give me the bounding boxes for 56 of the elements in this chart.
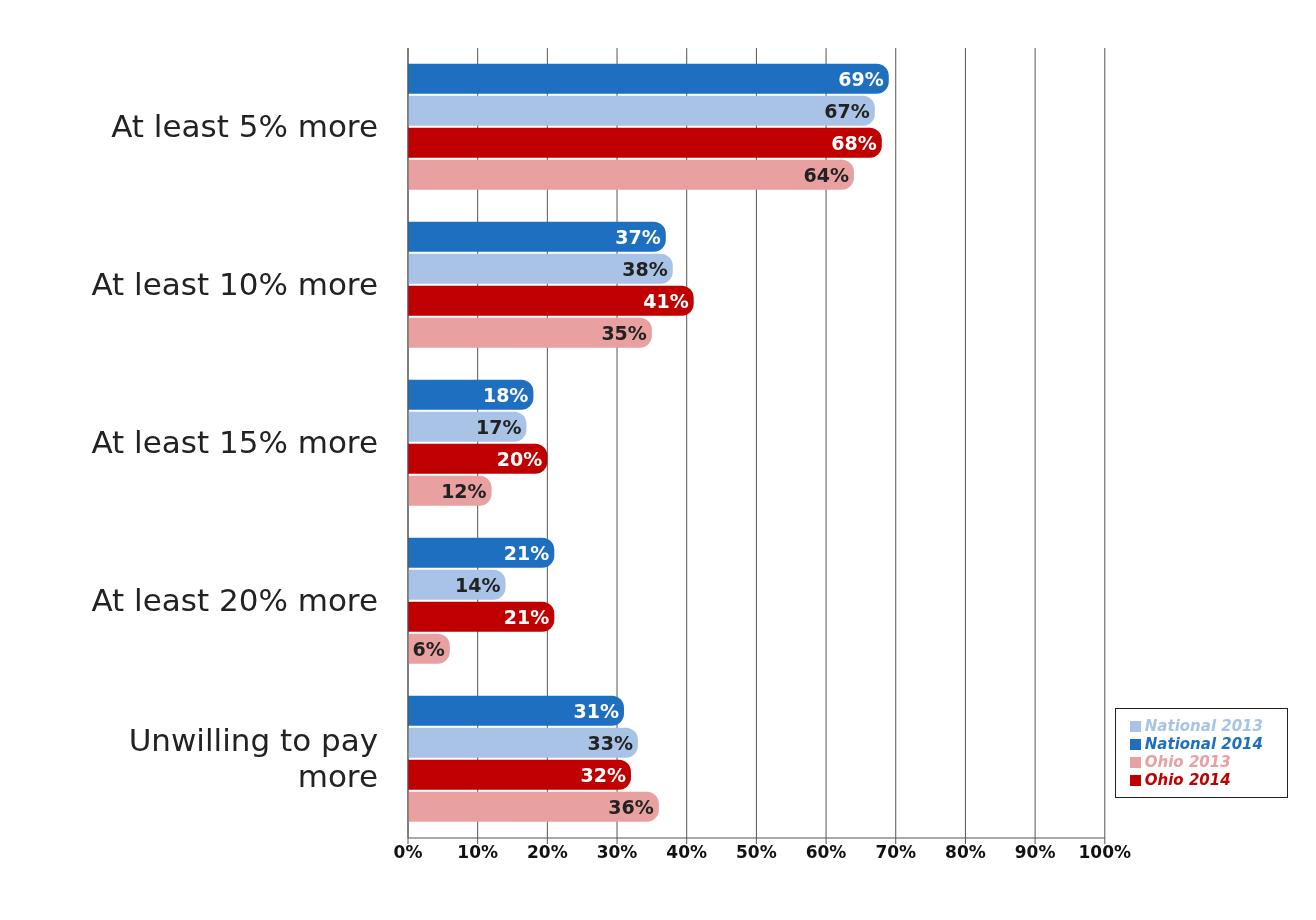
- bar: [408, 695, 624, 726]
- x-tick-label: 60%: [805, 842, 847, 863]
- bar: [408, 253, 673, 284]
- data-label: 68%: [831, 131, 877, 154]
- y-tick-label: At least 20% more: [91, 582, 378, 618]
- bar: [408, 411, 527, 442]
- x-tick-label: 40%: [666, 842, 708, 863]
- data-label: 18%: [482, 383, 529, 406]
- bar: [408, 791, 659, 822]
- bar: [408, 317, 652, 348]
- data-label: 20%: [496, 447, 543, 470]
- y-tick-label: At least 10% more: [91, 266, 378, 302]
- y-tick-label: At least 5% more: [111, 108, 378, 144]
- data-label: 21%: [503, 605, 550, 628]
- x-tick-label: 30%: [596, 842, 638, 863]
- data-label: 12%: [441, 479, 487, 502]
- bar: [408, 727, 638, 758]
- x-tick-label: 10%: [457, 842, 499, 863]
- data-label: 14%: [455, 573, 501, 596]
- data-label: 17%: [475, 415, 522, 438]
- bar: [408, 285, 694, 316]
- x-tick-label: 50%: [736, 842, 777, 863]
- y-tick-label: At least 15% more: [91, 424, 378, 460]
- data-label: 67%: [824, 99, 870, 122]
- data-label: 32%: [580, 763, 626, 786]
- data-label: 35%: [601, 321, 647, 344]
- x-tick-label: 80%: [945, 842, 986, 863]
- legend-label: National 2013: [1144, 717, 1263, 735]
- bar: [408, 759, 631, 790]
- bar: [408, 443, 548, 474]
- x-tick-label: 90%: [1014, 842, 1056, 863]
- legend-label: Ohio 2013: [1144, 753, 1231, 771]
- bar: [408, 537, 555, 568]
- data-label: 21%: [503, 541, 550, 564]
- legend-label: National 2014: [1144, 735, 1263, 753]
- data-label: 37%: [615, 225, 661, 248]
- x-tick-label: 20%: [527, 842, 568, 863]
- legend-label: Ohio 2014: [1144, 771, 1231, 789]
- x-tick-label: 100%: [1078, 842, 1132, 863]
- bar: [408, 601, 555, 632]
- data-label: 69%: [838, 67, 884, 90]
- x-tick-label: 0%: [393, 842, 423, 863]
- bar: [408, 127, 882, 158]
- bar: [408, 159, 854, 190]
- data-label: 64%: [803, 163, 849, 186]
- bar: [408, 63, 889, 94]
- data-label: 6%: [412, 637, 445, 660]
- data-label: 36%: [608, 795, 654, 818]
- bar: [408, 221, 666, 252]
- data-label: 33%: [587, 731, 633, 754]
- data-label: 41%: [643, 289, 689, 312]
- data-label: 31%: [573, 699, 619, 722]
- x-tick-label: 70%: [875, 842, 917, 863]
- y-tick-label: Unwilling to pay more: [128, 722, 378, 794]
- data-label: 38%: [622, 257, 668, 280]
- bar: [408, 95, 875, 126]
